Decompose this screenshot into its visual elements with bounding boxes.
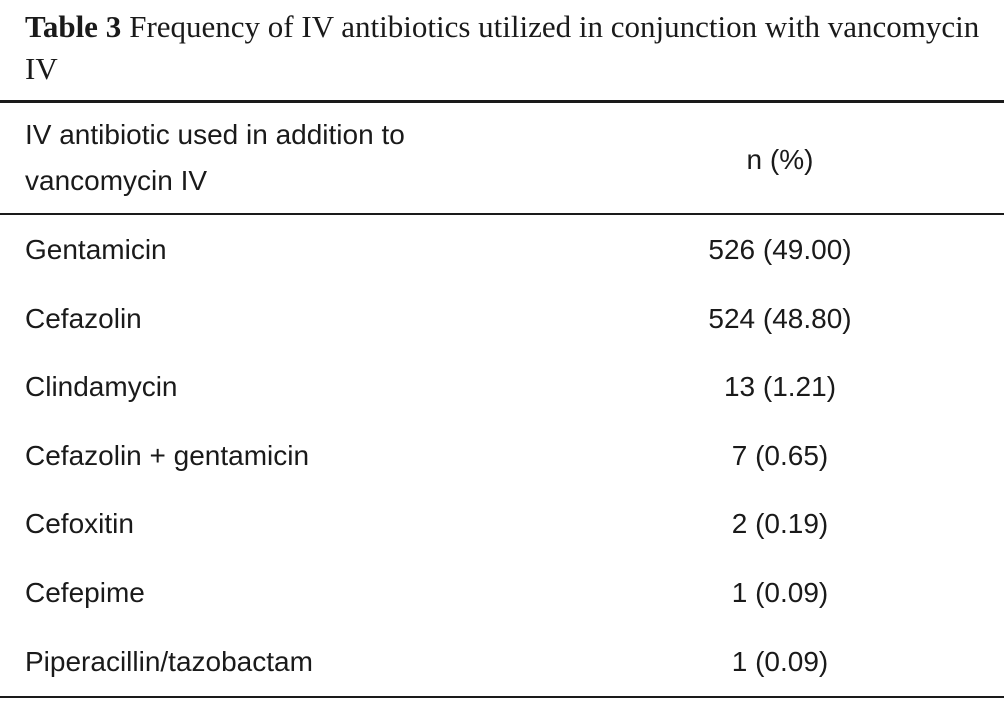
antibiotic-name: Clindamycin xyxy=(25,371,178,403)
count-percent: 1 (0.09) xyxy=(731,577,829,608)
antibiotic-name: Piperacillin/tazobactam xyxy=(25,645,313,677)
caption-text: Frequency of IV antibiotics utilized in … xyxy=(25,9,980,86)
count-percent: 13 (1.21) xyxy=(723,371,837,403)
antibiotic-name: Cefazolin + gentamicin xyxy=(25,439,310,471)
table-label: Table 3 xyxy=(25,9,122,44)
count-percent: 2 (0.19) xyxy=(731,508,829,540)
antibiotic-name: Cefepime xyxy=(25,577,145,608)
header-cell: n (%) xyxy=(746,144,814,175)
count-percent: 1 (0.09) xyxy=(731,645,829,677)
count-percent: 7 (0.65) xyxy=(731,439,829,471)
top-rule xyxy=(0,100,1004,103)
count-percent: 524 (48.80) xyxy=(708,302,852,334)
header-rule xyxy=(0,213,1004,215)
table-caption: Table 3 Frequency of IV antibiotics utili… xyxy=(25,6,985,90)
count-percent: 526 (49.00) xyxy=(708,234,852,265)
antibiotic-name: Cefoxitin xyxy=(25,508,134,540)
antibiotic-name: Gentamicin xyxy=(25,234,167,265)
antibiotic-name: Cefazolin xyxy=(25,302,142,334)
bottom-rule xyxy=(0,696,1004,698)
header-cell: IV antibiotic used in addition to vancom… xyxy=(25,119,405,196)
